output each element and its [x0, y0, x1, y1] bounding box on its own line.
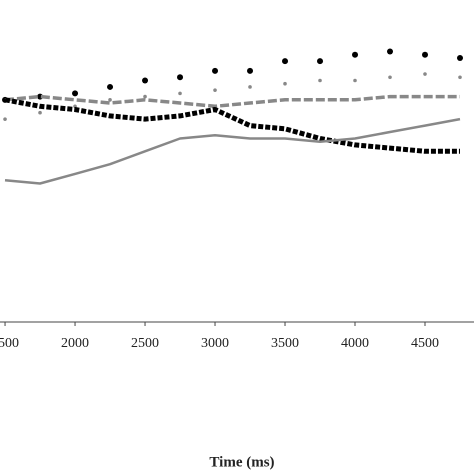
x-tick-label: 3000 [201, 336, 229, 351]
data-point [423, 72, 427, 76]
data-point [143, 94, 147, 99]
x-tick-label: 2500 [131, 336, 159, 351]
data-point [178, 91, 182, 96]
data-line [4, 97, 460, 154]
data-point [72, 90, 79, 97]
data-point [353, 78, 357, 83]
data-point [38, 110, 42, 115]
data-line [4, 94, 460, 109]
data-point [213, 88, 217, 92]
data-point [248, 85, 252, 89]
data-point [457, 54, 464, 61]
data-point [283, 81, 287, 86]
data-point [107, 83, 114, 90]
data-point [247, 67, 254, 74]
x-tick-label: 4500 [411, 336, 439, 351]
x-tick-label: 1500 [0, 336, 19, 351]
data-point [212, 67, 219, 74]
data-point [142, 77, 149, 84]
data-point [108, 98, 112, 102]
data-point [352, 51, 359, 58]
data-point [318, 78, 322, 83]
x-tick-label: 2000 [61, 336, 89, 351]
data-point [458, 75, 462, 80]
data-line [4, 117, 461, 185]
data-point [388, 75, 392, 80]
data-point [422, 51, 429, 58]
x-tick-label: 4000 [341, 336, 369, 351]
data-point [3, 117, 7, 121]
data-point [387, 48, 394, 55]
x-tick-label: 3500 [271, 336, 299, 351]
data-point [282, 58, 289, 65]
x-axis-title: Time (ms) [209, 454, 274, 470]
data-point [177, 74, 184, 81]
data-point [317, 58, 324, 65]
